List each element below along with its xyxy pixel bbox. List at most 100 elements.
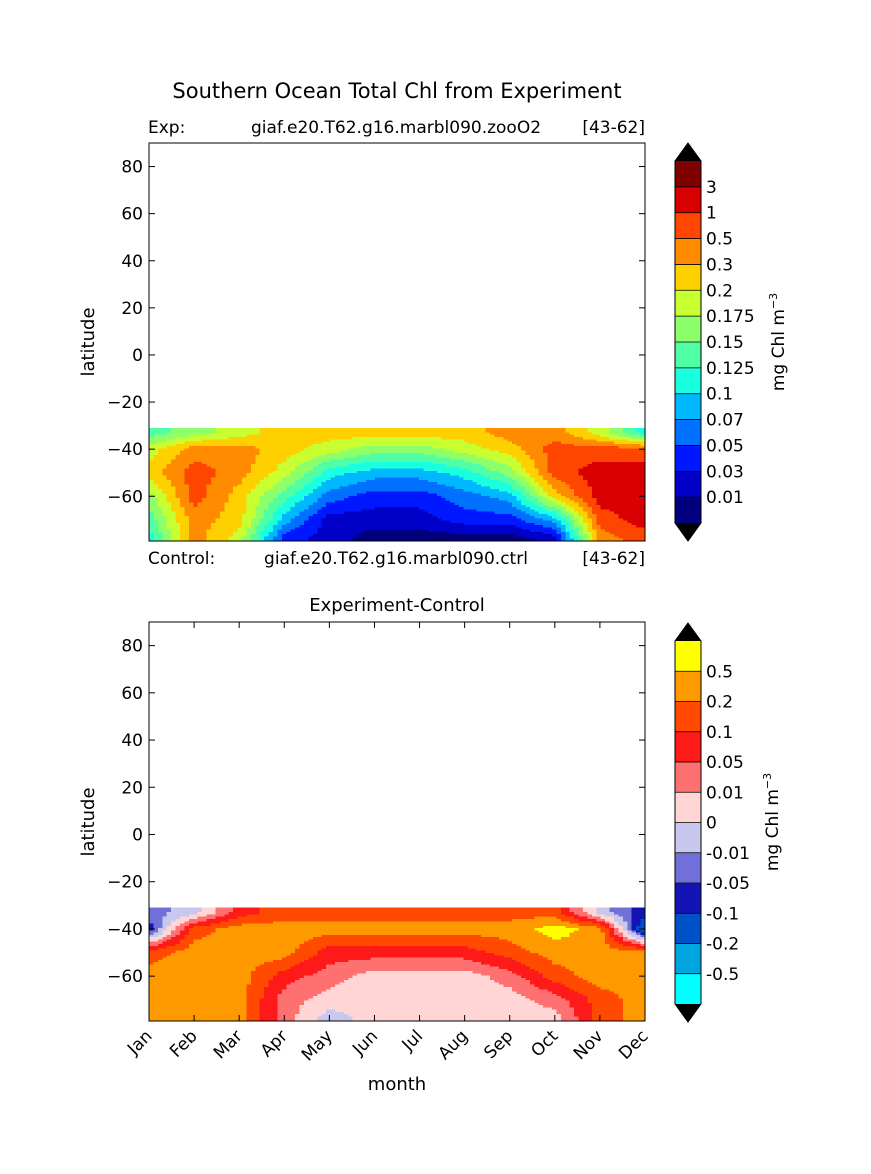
field-cell [166, 538, 172, 542]
field-cell [392, 430, 398, 434]
field-cell [472, 439, 478, 443]
field-cell [459, 437, 465, 440]
field-cell [233, 450, 239, 454]
field-cell [268, 432, 274, 436]
field-cell [392, 470, 398, 474]
field-cell [228, 441, 234, 445]
field-cell [357, 446, 363, 449]
field-cell [157, 531, 163, 535]
field-cell [188, 511, 194, 515]
field-cell [175, 430, 181, 434]
field-cell [419, 520, 425, 524]
field-cell [299, 457, 305, 461]
field-cell [197, 491, 203, 495]
field-cell [211, 486, 217, 490]
field-cell [374, 443, 380, 447]
field-cell [392, 457, 398, 461]
field-cell [171, 527, 177, 531]
field-cell [188, 498, 194, 501]
field-cell [454, 516, 460, 519]
field-cell [321, 527, 327, 531]
field-cell [454, 482, 460, 486]
field-cell [268, 441, 274, 445]
field-cell [286, 473, 292, 477]
field-cell [459, 439, 465, 443]
field-cell [317, 457, 323, 461]
field-cell [352, 441, 358, 445]
field-cell [383, 464, 389, 467]
field-cell [366, 518, 372, 522]
field-cell [481, 500, 487, 504]
field-cell [193, 439, 199, 443]
field-cell [308, 502, 314, 506]
field-cell [197, 482, 203, 486]
field-cell [197, 470, 203, 474]
field-cell [184, 466, 190, 470]
field-cell [383, 441, 389, 445]
field-cell [286, 518, 292, 522]
field-cell [326, 489, 332, 492]
field-cell [330, 511, 336, 515]
field-cell [162, 531, 168, 535]
field-cell [206, 452, 212, 456]
field-cell [481, 522, 487, 526]
field-cell [153, 461, 159, 465]
field-cell [445, 522, 451, 526]
field-cell [397, 446, 403, 449]
field-cell [459, 434, 465, 438]
field-cell [188, 470, 194, 474]
field-cell [286, 486, 292, 490]
field-cell [242, 493, 248, 497]
field-cell [180, 427, 186, 431]
exp-case-name: giaf.e20.T62.g16.marbl090.zooO2 [251, 118, 541, 138]
field-cell [476, 475, 482, 479]
field-cell [472, 441, 478, 445]
field-cell [330, 522, 336, 526]
field-cell [361, 489, 367, 492]
field-cell [153, 498, 159, 501]
field-cell [197, 450, 203, 454]
field-cell [175, 470, 181, 474]
field-cell [255, 495, 261, 499]
field-cell [202, 509, 208, 513]
field-cell [264, 464, 270, 467]
field-cell [459, 475, 465, 479]
field-cell [339, 509, 345, 513]
field-cell [401, 473, 407, 477]
field-cell [423, 520, 429, 524]
field-cell [357, 443, 363, 447]
field-cell [335, 427, 341, 431]
field-cell [242, 450, 248, 454]
field-cell [166, 531, 172, 535]
field-cell [428, 452, 434, 456]
field-cell [330, 520, 336, 524]
field-cell [166, 498, 172, 501]
field-cell [233, 427, 239, 431]
field-cell [348, 459, 354, 463]
field-cell [250, 457, 256, 461]
field-cell [157, 482, 163, 486]
field-cell [281, 457, 287, 461]
field-cell [312, 502, 318, 506]
field-cell [401, 520, 407, 524]
field-cell [246, 536, 252, 540]
field-cell [281, 484, 287, 488]
field-cell [326, 450, 332, 454]
field-cell [184, 486, 190, 490]
field-cell [348, 455, 354, 458]
field-cell [188, 441, 194, 445]
field-cell [414, 437, 420, 440]
field-cell [401, 464, 407, 467]
field-cell [290, 525, 296, 529]
field-cell [445, 486, 451, 490]
field-cell [361, 477, 367, 481]
field-cell [450, 518, 456, 522]
field-cell [485, 434, 491, 438]
field-cell [436, 434, 442, 438]
field-cell [472, 477, 478, 481]
field-cell [157, 484, 163, 488]
field-cell [242, 473, 248, 477]
field-cell [348, 452, 354, 456]
field-cell [414, 475, 420, 479]
field-cell [335, 489, 341, 492]
